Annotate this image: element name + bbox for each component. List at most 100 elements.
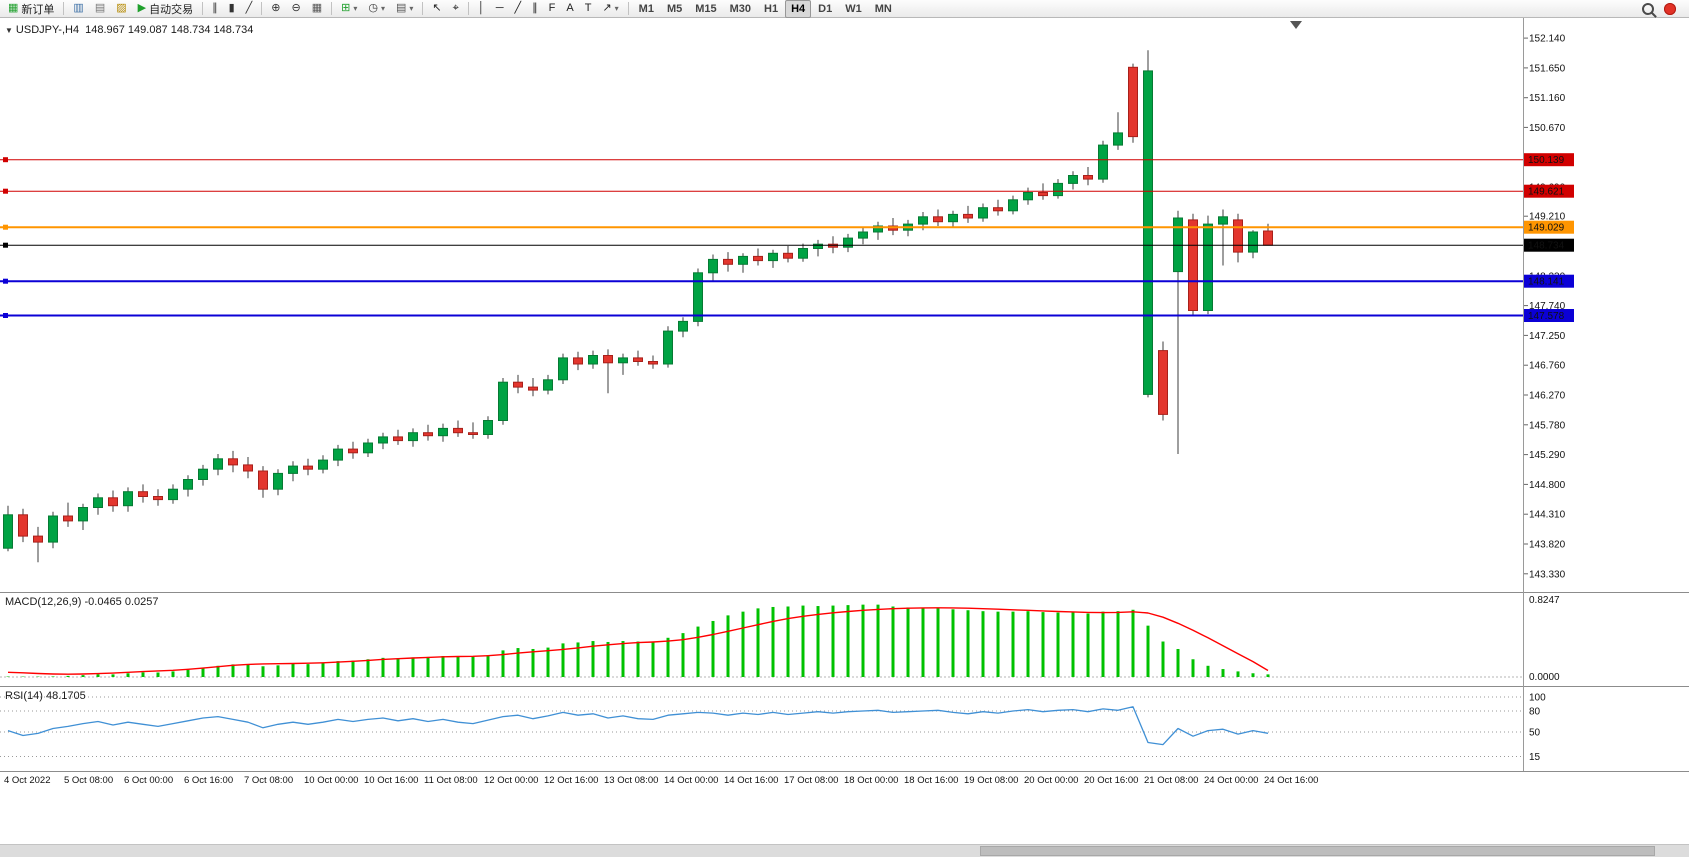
tile-windows-button[interactable]: ▦ <box>307 0 327 18</box>
toolbar-right <box>1642 3 1686 15</box>
candle-bearish <box>604 356 613 363</box>
macd-histogram-bar <box>547 648 550 677</box>
bar-chart-button[interactable]: ∥ <box>207 0 223 18</box>
timeframe-m30[interactable]: M30 <box>724 0 757 18</box>
line-chart-button[interactable]: ╱ <box>241 0 258 18</box>
candle-bullish <box>799 249 808 259</box>
timeframe-w1[interactable]: W1 <box>839 0 868 18</box>
candle-bullish <box>499 382 508 420</box>
zoom-out-button[interactable]: ⊖ <box>287 0 306 18</box>
macd-histogram-bar <box>742 612 745 677</box>
horizontal-line-button[interactable]: ─ <box>491 0 509 18</box>
line-anchor-marker[interactable] <box>3 225 8 230</box>
scrollbar-thumb[interactable] <box>980 846 1656 856</box>
candle-bearish <box>1129 67 1138 136</box>
templates-button[interactable]: ▤▾ <box>391 0 418 18</box>
chart-shift-marker[interactable] <box>1290 21 1302 29</box>
crosshair-button[interactable]: ⌖ <box>448 0 464 18</box>
trendline-button[interactable]: ╱ <box>510 0 527 18</box>
macd-histogram-bar <box>1042 612 1045 677</box>
rsi-value: 48.1705 <box>46 690 86 702</box>
line-anchor-marker[interactable] <box>3 157 8 162</box>
chart-menu-icon[interactable]: ▼ <box>5 26 13 35</box>
price-axis-label: 144.310 <box>1529 510 1566 521</box>
market-watch-button[interactable]: ▥ <box>68 0 88 18</box>
timeframe-m5[interactable]: M5 <box>661 0 688 18</box>
macd-histogram-bar <box>562 643 565 677</box>
new-order-icon: ▦ <box>8 3 18 14</box>
price-chart[interactable]: 152.140151.650151.160150.670150.180149.6… <box>0 18 1689 592</box>
notification-icon[interactable] <box>1664 3 1676 15</box>
chart-window: 152.140151.650151.160150.670150.180149.6… <box>0 18 1689 791</box>
rsi-level-label: 80 <box>1529 707 1541 718</box>
periods-button[interactable]: ◷▾ <box>363 0 390 18</box>
macd-histogram-bar <box>1102 612 1105 677</box>
timeframe-m15[interactable]: M15 <box>689 0 722 18</box>
macd-histogram-bar <box>772 607 775 677</box>
toolbar-separator <box>468 2 469 15</box>
macd-histogram-bar <box>712 621 715 677</box>
cursor-button[interactable]: ↖ <box>427 0 446 18</box>
candle-bearish <box>754 256 763 260</box>
new-order-button[interactable]: ▦新订单 <box>3 0 59 18</box>
horizontal-scrollbar[interactable] <box>0 844 1689 857</box>
macd-histogram-bar <box>247 665 250 677</box>
line-anchor-marker[interactable] <box>3 279 8 284</box>
candle-bullish <box>1024 193 1033 200</box>
macd-histogram-bar <box>892 607 895 677</box>
candle-bearish <box>469 433 478 435</box>
candle-bullish <box>859 232 868 238</box>
time-axis-label: 11 Oct 08:00 <box>424 775 478 786</box>
candle-bullish <box>664 331 673 364</box>
macd-name: MACD(12,26,9) <box>5 596 81 608</box>
timeframe-m1[interactable]: M1 <box>633 0 660 18</box>
zoom-in-button[interactable]: ⊕ <box>266 0 285 18</box>
candle-bullish <box>214 459 223 469</box>
time-axis-label: 12 Oct 16:00 <box>544 775 598 786</box>
macd-histogram-bar <box>412 657 415 677</box>
candle-bullish <box>589 356 598 365</box>
indicators-button[interactable]: ⊞▾ <box>336 0 362 18</box>
candle-bullish <box>739 256 748 264</box>
price-axis-label: 145.780 <box>1529 420 1566 431</box>
macd-histogram-bar <box>997 612 1000 677</box>
candle-bearish <box>244 465 253 471</box>
channel-button[interactable]: ∥ <box>527 0 543 18</box>
timeframe-d1[interactable]: D1 <box>812 0 838 18</box>
navigator-button[interactable]: ▨ <box>111 0 131 18</box>
candlestick-chart-button[interactable]: ▮ <box>224 0 240 18</box>
candle-bullish <box>439 428 448 435</box>
toolbar-separator <box>331 2 332 15</box>
time-axis-label: 7 Oct 08:00 <box>244 775 293 786</box>
line-anchor-marker[interactable] <box>3 189 8 194</box>
line-anchor-marker[interactable] <box>3 313 8 318</box>
candle-bullish <box>979 208 988 218</box>
candle-bearish <box>424 433 433 436</box>
data-window-button[interactable]: ▤ <box>90 0 110 18</box>
macd-histogram-bar <box>157 673 160 677</box>
line-anchor-marker[interactable] <box>3 243 8 248</box>
timeframe-mn[interactable]: MN <box>869 0 898 18</box>
autotrading-button[interactable]: ▶自动交易 <box>133 0 198 18</box>
candle-bearish <box>934 217 943 222</box>
zoom-in-icon: ⊕ <box>271 3 280 14</box>
candle-bullish <box>559 358 568 380</box>
vertical-line-button[interactable]: │ <box>473 0 490 18</box>
candle-bullish <box>484 421 493 435</box>
candle-bearish <box>304 466 313 469</box>
search-icon[interactable] <box>1642 3 1654 15</box>
arrows-button[interactable]: ↗▾ <box>597 0 623 18</box>
fibonacci-button[interactable]: F <box>544 0 561 18</box>
timeframe-h1[interactable]: H1 <box>758 0 784 18</box>
time-axis-label: 12 Oct 00:00 <box>484 775 538 786</box>
timeframe-h4[interactable]: H4 <box>785 0 811 18</box>
candle-bearish <box>139 492 148 497</box>
candle-bullish <box>409 433 418 441</box>
text-label-button[interactable]: T <box>580 0 597 18</box>
chevron-down-icon: ▾ <box>615 4 619 13</box>
text-button[interactable]: A <box>561 0 578 18</box>
chevron-down-icon: ▾ <box>409 4 413 13</box>
